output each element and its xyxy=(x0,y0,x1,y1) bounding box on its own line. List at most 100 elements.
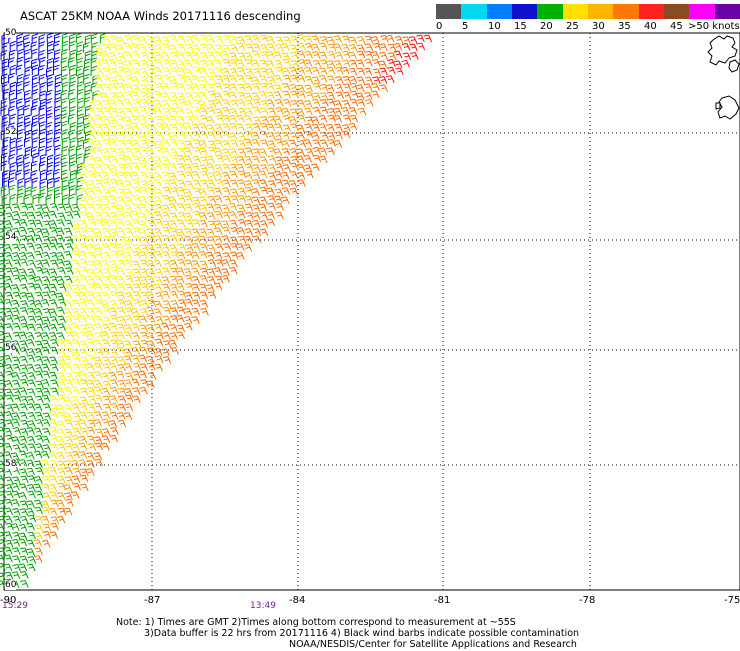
wind-barb xyxy=(71,315,81,323)
wind-barb xyxy=(0,539,7,547)
wind-barb xyxy=(109,107,119,116)
wind-barb xyxy=(267,180,277,188)
wind-barb xyxy=(169,275,179,284)
wind-barb xyxy=(333,100,343,108)
wind-barb xyxy=(192,236,201,244)
wind-barb xyxy=(33,483,43,492)
wind-barb xyxy=(5,404,14,412)
wind-barb xyxy=(153,300,163,309)
wind-barb xyxy=(177,43,186,52)
wind-barb xyxy=(72,482,81,491)
wind-barb xyxy=(199,67,208,75)
wind-barb xyxy=(342,59,351,68)
wind-barb xyxy=(266,123,276,132)
wind-barb xyxy=(153,162,163,171)
wind-barb xyxy=(155,82,164,91)
wind-barb xyxy=(117,379,127,388)
wind-barb xyxy=(86,180,96,188)
wind-barb xyxy=(2,88,10,100)
wind-barb xyxy=(53,40,60,52)
wind-barb xyxy=(11,299,20,308)
wind-barb xyxy=(34,323,44,332)
wind-barb xyxy=(161,267,171,276)
wind-barb xyxy=(117,188,127,197)
wind-barb xyxy=(8,89,16,101)
wind-barb xyxy=(312,154,322,163)
wind-barb xyxy=(214,92,223,101)
wind-barb xyxy=(33,450,43,459)
wind-barb xyxy=(77,136,85,148)
wind-barb xyxy=(146,154,155,163)
note-line-1: Note: 1) Times are GMT 2)Times along bot… xyxy=(116,617,516,628)
wind-barb xyxy=(12,274,22,283)
wind-barb xyxy=(23,41,31,52)
wind-barb xyxy=(184,298,193,307)
wind-barb xyxy=(46,178,54,189)
wind-barb xyxy=(12,259,22,267)
wind-barb xyxy=(146,98,156,107)
wind-barb xyxy=(192,146,202,155)
wind-barb xyxy=(93,356,103,365)
wind-barb xyxy=(274,188,284,197)
wind-barb xyxy=(4,554,13,563)
wind-barb xyxy=(176,331,185,340)
legend-swatch xyxy=(714,4,740,19)
wind-barb xyxy=(319,83,329,92)
wind-barb xyxy=(108,131,118,140)
wind-barb xyxy=(305,116,314,124)
wind-barb xyxy=(78,435,88,444)
wind-barb xyxy=(169,234,178,243)
wind-barb xyxy=(364,50,374,59)
wind-barb xyxy=(176,194,186,203)
wind-barb xyxy=(169,324,178,332)
wind-barb xyxy=(39,56,46,68)
wind-barb xyxy=(266,50,275,59)
wind-barb xyxy=(41,316,51,325)
wind-barb xyxy=(101,218,111,227)
wind-barb xyxy=(61,184,69,196)
wind-barb xyxy=(109,147,118,156)
wind-barb xyxy=(273,74,283,83)
wind-barb xyxy=(146,35,156,43)
wind-barb xyxy=(57,315,66,324)
wind-barb xyxy=(49,323,58,332)
wind-barb xyxy=(86,275,96,284)
wind-barb xyxy=(48,242,58,251)
wind-barb xyxy=(168,115,178,124)
wind-barb xyxy=(40,500,50,509)
wind-barb xyxy=(47,186,54,197)
wind-barb xyxy=(146,195,156,204)
wind-barb xyxy=(64,492,73,501)
wind-barb xyxy=(34,355,44,364)
wind-barb xyxy=(260,139,269,147)
wind-barb xyxy=(258,90,268,99)
wind-barb xyxy=(64,442,73,451)
wind-barb xyxy=(229,122,238,131)
wind-barb xyxy=(147,123,157,131)
wind-barb xyxy=(86,338,95,347)
wind-barb xyxy=(213,82,223,91)
wind-barb xyxy=(61,194,69,205)
wind-barb xyxy=(87,435,96,444)
note-line-2: 3)Data buffer is 22 hrs from 20171116 4)… xyxy=(144,628,580,639)
wind-barb xyxy=(4,498,13,507)
wind-barb xyxy=(139,386,148,395)
wind-barb xyxy=(102,188,112,197)
wind-barb xyxy=(259,228,269,237)
wind-barb xyxy=(109,348,119,357)
wind-barb xyxy=(12,322,21,331)
wind-barb xyxy=(138,370,147,379)
wind-barb xyxy=(1,194,9,205)
wind-barb xyxy=(56,387,66,395)
wind-barb xyxy=(125,372,134,381)
wind-barb xyxy=(83,114,90,125)
wind-barb xyxy=(117,403,127,412)
wind-barb xyxy=(123,340,133,348)
wind-barb xyxy=(244,219,254,228)
wind-barb xyxy=(24,57,31,68)
wind-barb xyxy=(79,363,89,371)
wind-barb xyxy=(123,171,133,180)
wind-barb xyxy=(169,307,179,315)
wind-barb xyxy=(109,395,118,403)
wind-barb xyxy=(183,188,193,197)
